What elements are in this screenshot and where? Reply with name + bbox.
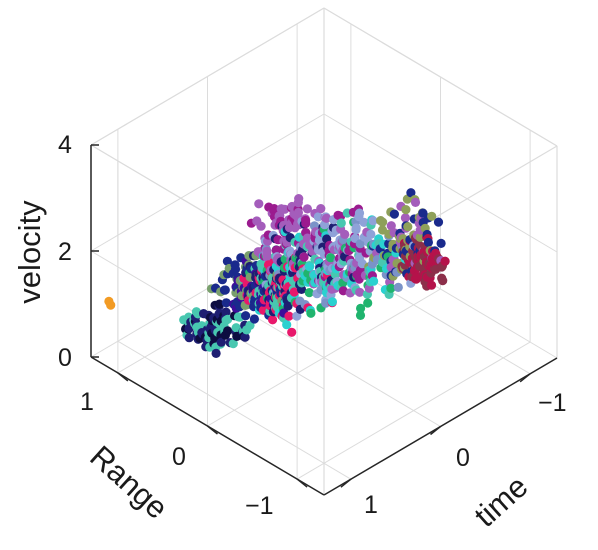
data-point bbox=[313, 212, 323, 222]
data-point bbox=[262, 253, 272, 263]
data-point bbox=[340, 229, 350, 239]
x-tick bbox=[519, 373, 531, 383]
data-point bbox=[363, 298, 373, 308]
z-axis-title: velocity bbox=[12, 200, 47, 304]
data-point bbox=[216, 337, 226, 347]
data-point bbox=[221, 307, 231, 317]
data-point bbox=[289, 287, 299, 297]
data-point bbox=[254, 199, 264, 209]
data-point bbox=[351, 223, 361, 233]
data-point bbox=[426, 280, 437, 290]
data-point bbox=[436, 238, 446, 248]
data-point bbox=[184, 333, 194, 343]
data-point bbox=[321, 213, 332, 223]
data-point bbox=[223, 326, 233, 336]
data-point bbox=[368, 216, 378, 226]
data-point bbox=[211, 348, 221, 358]
data-point bbox=[355, 287, 365, 297]
data-point bbox=[354, 208, 365, 218]
data-point bbox=[338, 286, 348, 296]
y-tick bbox=[296, 478, 308, 488]
data-point bbox=[231, 323, 241, 333]
data-point bbox=[223, 314, 233, 324]
data-point bbox=[106, 300, 116, 310]
data-point bbox=[240, 332, 250, 342]
data-point bbox=[287, 327, 297, 337]
grid-line-y bbox=[296, 341, 531, 480]
x-tick-label-1: 1 bbox=[364, 491, 378, 519]
y-axis-title: Range bbox=[83, 439, 174, 526]
x-axis-title: time bbox=[467, 469, 534, 534]
data-point bbox=[249, 314, 259, 324]
data-point bbox=[386, 221, 396, 231]
data-point bbox=[256, 221, 266, 231]
data-point bbox=[415, 232, 425, 242]
x-tick bbox=[430, 425, 441, 436]
data-point bbox=[400, 213, 410, 223]
data-point bbox=[296, 284, 307, 294]
data-point bbox=[369, 276, 379, 286]
data-point bbox=[423, 237, 433, 247]
data-point bbox=[283, 301, 293, 311]
data-point bbox=[245, 320, 255, 330]
axis-lines bbox=[90, 144, 558, 496]
data-point bbox=[438, 276, 448, 286]
data-point bbox=[269, 204, 279, 214]
data-point bbox=[355, 310, 366, 320]
data-point bbox=[299, 252, 309, 262]
data-point bbox=[241, 311, 251, 321]
grid-line-y bbox=[207, 288, 441, 427]
data-point bbox=[433, 217, 444, 227]
data-point bbox=[228, 339, 238, 349]
data-point bbox=[305, 262, 315, 272]
data-point bbox=[406, 188, 416, 198]
z-tick-label-0: 0 bbox=[58, 344, 72, 372]
y-tick-label--1: −1 bbox=[245, 492, 274, 520]
data-point bbox=[301, 218, 311, 228]
data-point bbox=[410, 197, 421, 207]
data-point bbox=[230, 264, 241, 274]
data-point bbox=[378, 217, 388, 227]
data-point bbox=[220, 285, 230, 295]
data-point bbox=[366, 229, 376, 239]
data-point bbox=[386, 283, 396, 293]
data-point bbox=[440, 256, 450, 266]
z-tick-label-2: 2 bbox=[58, 238, 72, 266]
data-point bbox=[356, 303, 366, 313]
data-point bbox=[336, 218, 346, 228]
data-point bbox=[304, 288, 314, 298]
data-point bbox=[359, 217, 369, 227]
z-tick-label-4: 4 bbox=[58, 131, 72, 159]
data-points bbox=[104, 188, 450, 358]
data-point bbox=[282, 320, 292, 330]
data-point bbox=[268, 315, 278, 325]
data-point bbox=[403, 222, 413, 232]
x-tick-label--1: −1 bbox=[538, 389, 567, 417]
data-point bbox=[293, 207, 303, 218]
x-tick bbox=[340, 478, 352, 488]
data-point bbox=[214, 299, 224, 309]
data-point bbox=[327, 297, 337, 307]
y-tick-label-1: 1 bbox=[80, 388, 94, 416]
data-point bbox=[221, 298, 231, 308]
y-tick-label-0: 0 bbox=[172, 443, 186, 471]
data-point bbox=[294, 194, 304, 204]
data-point bbox=[284, 311, 294, 321]
data-point bbox=[427, 211, 437, 221]
data-point bbox=[389, 209, 399, 219]
data-point bbox=[306, 308, 316, 318]
y-tick bbox=[117, 372, 129, 382]
data-point bbox=[316, 204, 326, 214]
data-point bbox=[302, 204, 312, 214]
data-point bbox=[326, 253, 336, 263]
data-point bbox=[393, 282, 403, 292]
data-point bbox=[355, 239, 365, 249]
x-tick-label-0: 0 bbox=[456, 444, 470, 472]
data-point bbox=[401, 205, 411, 215]
y-tick bbox=[207, 425, 218, 435]
data-point bbox=[222, 256, 232, 266]
